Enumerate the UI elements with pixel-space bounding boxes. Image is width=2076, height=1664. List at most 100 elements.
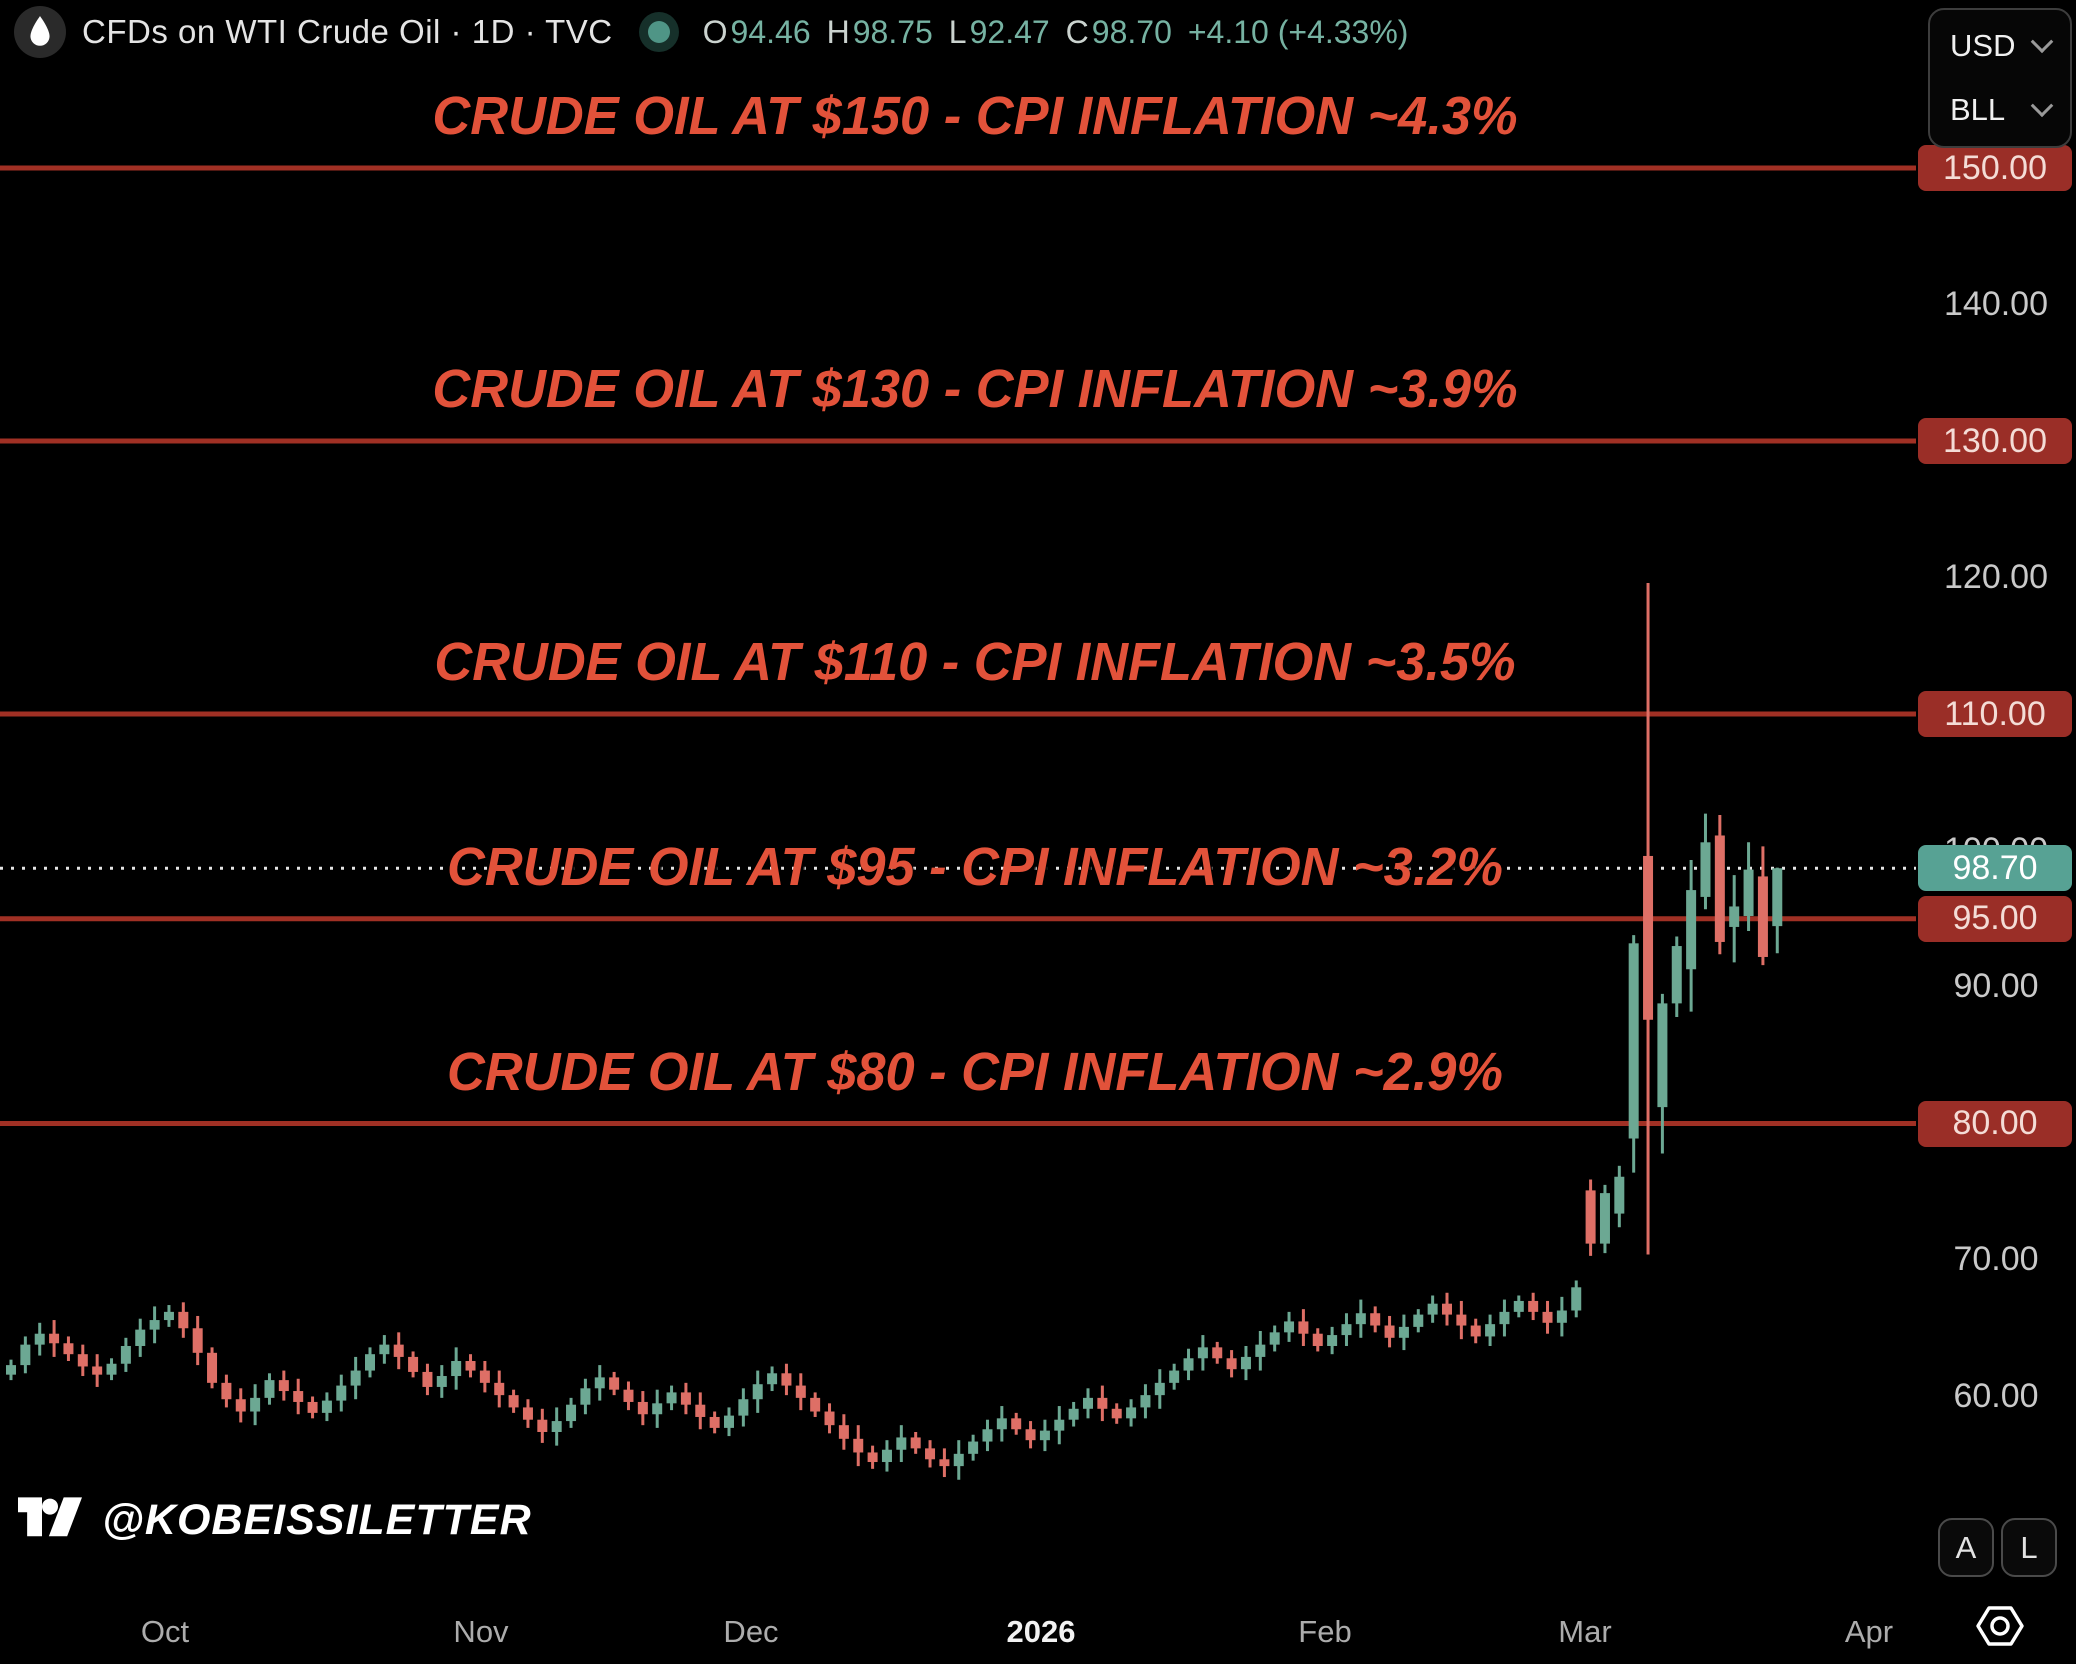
alert-price-badge-95: 95.00 — [1918, 895, 2072, 942]
candle — [1398, 1314, 1409, 1351]
candle — [436, 1365, 447, 1398]
candle — [221, 1374, 232, 1408]
candle — [1384, 1315, 1395, 1348]
symbol-title[interactable]: CFDs on WTI Crude Oil · 1D · TVC — [82, 13, 613, 50]
candle — [422, 1363, 433, 1396]
candle — [910, 1431, 921, 1454]
candle — [1729, 875, 1740, 963]
candle — [680, 1382, 691, 1415]
candle — [1197, 1335, 1208, 1371]
time-label-Nov: Nov — [453, 1614, 509, 1649]
candle — [451, 1347, 462, 1390]
candle — [1039, 1419, 1050, 1452]
candle — [1571, 1280, 1582, 1318]
candle — [1097, 1385, 1108, 1422]
change-value: +4.10 (+4.33%) — [1187, 13, 1409, 50]
market-status-icon[interactable] — [638, 12, 679, 52]
candle — [566, 1397, 577, 1428]
candle — [1628, 935, 1639, 1173]
candle — [594, 1365, 605, 1401]
candle — [350, 1356, 361, 1400]
candle — [709, 1411, 720, 1434]
candle — [293, 1378, 304, 1415]
candle — [666, 1385, 677, 1411]
time-label-Feb: Feb — [1298, 1614, 1352, 1649]
candle — [1743, 842, 1754, 932]
candle — [1657, 993, 1668, 1154]
candle — [393, 1332, 404, 1370]
close-value: 98.70 — [1091, 13, 1172, 50]
settings-gear-icon[interactable] — [1974, 1600, 2026, 1657]
unit-label: BLL — [1950, 92, 2006, 127]
candle — [1513, 1295, 1524, 1318]
candle — [250, 1384, 261, 1426]
alert-price-badge-110: 110.00 — [1918, 691, 2072, 737]
time-label-Apr: Apr — [1844, 1614, 1894, 1649]
unit-selector[interactable]: BLL — [1930, 82, 2070, 138]
candle — [336, 1374, 347, 1412]
annotation-text-150[interactable]: CRUDE OIL AT $150 - CPI INFLATION ~4.3% — [432, 86, 1518, 146]
candle — [207, 1347, 218, 1389]
candle — [92, 1354, 103, 1387]
candle — [810, 1392, 821, 1417]
annotation-text-130[interactable]: CRUDE OIL AT $130 - CPI INFLATION ~3.9% — [432, 359, 1518, 419]
candle — [163, 1305, 174, 1327]
time-label-2026: 2026 — [1006, 1614, 1076, 1649]
log-scale-button[interactable]: L — [2001, 1518, 2057, 1577]
candle — [752, 1370, 763, 1413]
annotation-text-95[interactable]: CRUDE OIL AT $95 - CPI INFLATION ~3.2% — [446, 836, 1504, 897]
time-axis[interactable]: Oct Nov Dec 2026 Feb Mar Apr — [0, 1600, 2076, 1664]
candle — [925, 1440, 936, 1468]
candle — [1413, 1309, 1424, 1333]
low-label: L — [948, 13, 967, 50]
watermark: @KOBEISSILETTER — [18, 1496, 532, 1545]
candle — [867, 1445, 878, 1469]
candle — [120, 1337, 131, 1372]
candle — [508, 1389, 519, 1413]
time-label-Dec: Dec — [723, 1614, 779, 1649]
candle — [1011, 1412, 1022, 1435]
candle — [996, 1406, 1007, 1442]
candle — [1083, 1388, 1093, 1419]
candle — [149, 1306, 160, 1344]
candle — [781, 1363, 792, 1396]
candle — [1643, 582, 1654, 1255]
candle — [135, 1318, 146, 1357]
candle — [881, 1440, 892, 1472]
annotation-text-110[interactable]: CRUDE OIL AT $110 - CPI INFLATION ~3.5% — [434, 632, 1516, 692]
candle — [609, 1371, 620, 1396]
currency-label: USD — [1950, 28, 2016, 63]
candle — [939, 1448, 950, 1478]
candle — [479, 1361, 490, 1393]
candle — [953, 1440, 964, 1480]
candle — [1427, 1295, 1438, 1323]
candle — [1499, 1299, 1510, 1337]
candle — [379, 1335, 390, 1364]
chart-legend-header: CFDs on WTI Crude Oil · 1D · TVC O 94.46… — [14, 6, 1408, 58]
candle — [1599, 1184, 1610, 1254]
price-scale[interactable]: 140.00120.00100.0090.0070.0060.00150.001… — [1916, 0, 2076, 1500]
candle — [235, 1388, 246, 1423]
candle — [1355, 1299, 1366, 1338]
close-label: C — [1065, 13, 1089, 50]
candle — [278, 1370, 289, 1401]
candle — [1068, 1401, 1079, 1427]
auto-scale-button[interactable]: A — [1938, 1518, 1994, 1577]
time-label-Mar: Mar — [1558, 1614, 1612, 1649]
low-value: 92.47 — [969, 13, 1050, 50]
candle — [1341, 1313, 1352, 1346]
candle — [1226, 1350, 1237, 1378]
candle — [321, 1392, 332, 1422]
current-price-badge: 98.70 — [1918, 845, 2072, 892]
candle — [1111, 1403, 1122, 1424]
candle — [838, 1414, 849, 1450]
candle — [1327, 1326, 1338, 1355]
annotation-text-80[interactable]: CRUDE OIL AT $80 - CPI INFLATION ~2.9% — [446, 1041, 1504, 1102]
high-label: H — [826, 13, 850, 50]
candle — [1542, 1300, 1553, 1334]
candle — [1686, 860, 1697, 1012]
candle — [1442, 1292, 1452, 1326]
currency-selector[interactable]: USD — [1930, 18, 2070, 74]
watermark-handle: @KOBEISSILETTER — [102, 1496, 532, 1544]
